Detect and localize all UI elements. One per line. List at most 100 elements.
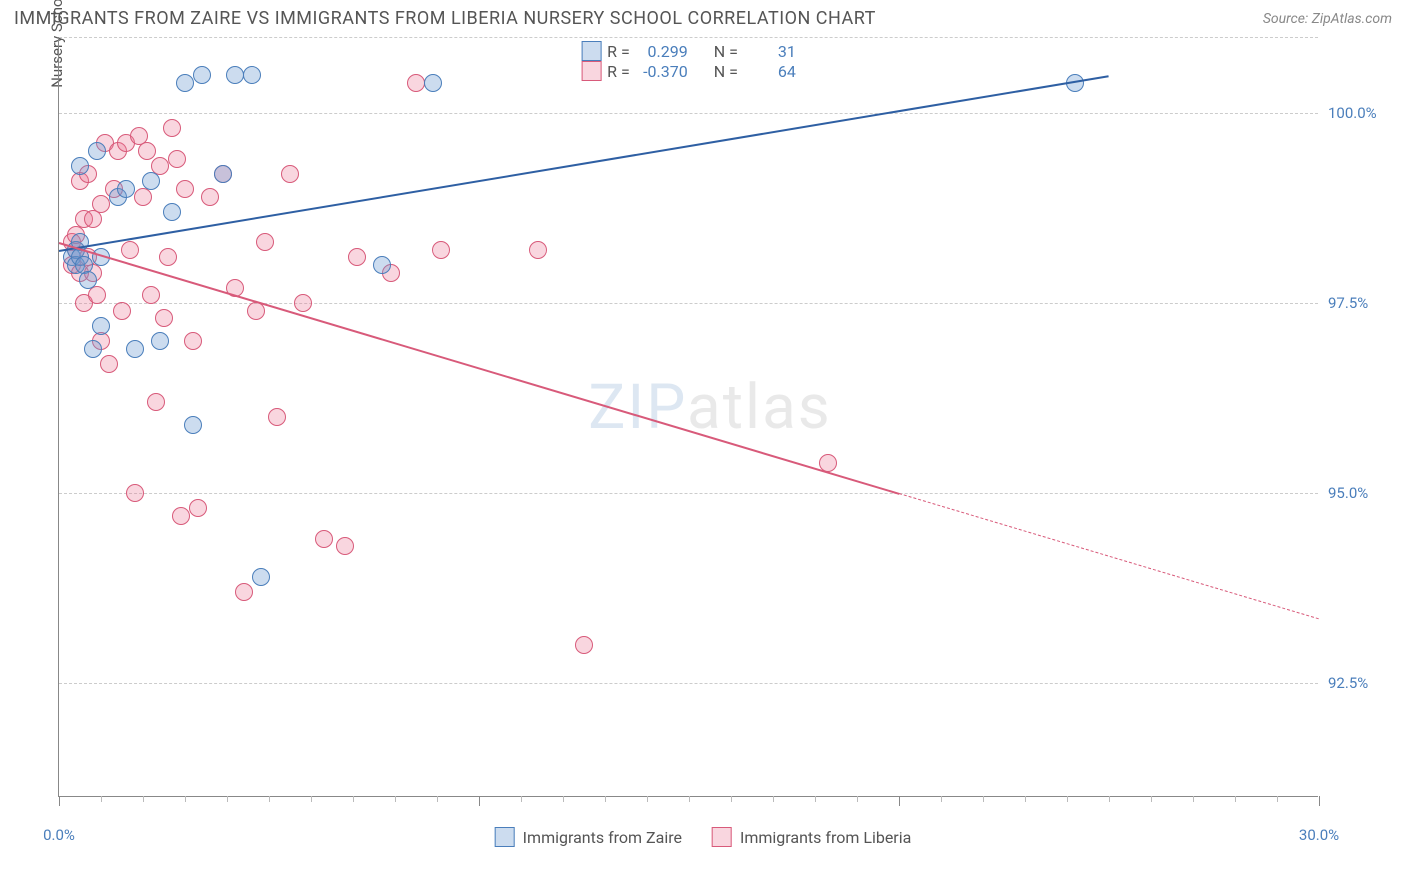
scatter-point-zaire — [142, 172, 160, 190]
scatter-point-liberia — [176, 180, 194, 198]
scatter-point-liberia — [407, 74, 425, 92]
scatter-point-liberia — [315, 530, 333, 548]
y-tick-label: 92.5% — [1328, 674, 1388, 692]
scatter-point-zaire — [151, 332, 169, 350]
legend-series-item: Immigrants from Liberia — [712, 827, 911, 847]
x-tick-label: 30.0% — [1299, 826, 1339, 844]
x-tick-minor — [1193, 796, 1194, 802]
legend-r-label: R = — [607, 42, 630, 61]
x-tick-minor — [269, 796, 270, 802]
scatter-point-liberia — [100, 355, 118, 373]
x-tick-minor — [185, 796, 186, 802]
watermark-atlas: atlas — [687, 371, 832, 444]
x-tick-major — [479, 796, 480, 806]
legend-r-value: 0.299 — [636, 42, 688, 61]
scatter-point-liberia — [184, 332, 202, 350]
trend-line — [59, 242, 900, 495]
legend-n-label: N = — [714, 62, 738, 81]
legend-n-value: 31 — [744, 42, 796, 61]
x-tick-major — [59, 796, 60, 806]
scatter-point-liberia — [235, 583, 253, 601]
scatter-point-liberia — [575, 636, 593, 654]
scatter-point-zaire — [424, 74, 442, 92]
scatter-point-zaire — [226, 66, 244, 84]
x-tick-minor — [1025, 796, 1026, 802]
scatter-point-zaire — [88, 142, 106, 160]
scatter-point-liberia — [138, 142, 156, 160]
watermark-zip: ZIP — [588, 371, 687, 444]
legend-correlation-row: R = -0.370 N = 64 — [581, 61, 796, 81]
scatter-point-liberia — [126, 484, 144, 502]
y-tick-label: 95.0% — [1328, 484, 1388, 502]
scatter-point-zaire — [117, 180, 135, 198]
scatter-point-zaire — [373, 256, 391, 274]
x-tick-minor — [1151, 796, 1152, 802]
x-tick-major — [899, 796, 900, 806]
scatter-point-liberia — [168, 150, 186, 168]
legend-correlation: R = 0.299 N = 31 R = -0.370 N = 64 — [581, 41, 796, 81]
y-tick-label: 97.5% — [1328, 294, 1388, 312]
scatter-point-liberia — [348, 248, 366, 266]
x-tick-minor — [143, 796, 144, 802]
scatter-point-zaire — [126, 340, 144, 358]
scatter-point-liberia — [529, 241, 547, 259]
gridline — [59, 113, 1318, 114]
scatter-point-liberia — [88, 286, 106, 304]
legend-n-value: 64 — [744, 62, 796, 81]
scatter-point-liberia — [142, 286, 160, 304]
x-tick-minor — [689, 796, 690, 802]
x-tick-minor — [941, 796, 942, 802]
legend-series-label: Immigrants from Zaire — [523, 828, 682, 847]
gridline — [59, 303, 1318, 304]
x-tick-minor — [647, 796, 648, 802]
plot-area: ZIPatlas R =0.299N =31R =-0.370N =64 92.… — [58, 37, 1318, 797]
x-tick-minor — [773, 796, 774, 802]
x-tick-minor — [1277, 796, 1278, 802]
x-tick-minor — [227, 796, 228, 802]
legend-n-label: N = — [714, 42, 738, 61]
source-attribution: Source: ZipAtlas.com — [1263, 11, 1392, 27]
legend-swatch — [495, 827, 515, 847]
scatter-point-liberia — [159, 248, 177, 266]
trend-line — [899, 493, 1319, 619]
legend-series-item: Immigrants from Zaire — [495, 827, 682, 847]
legend-series-label: Immigrants from Liberia — [740, 828, 911, 847]
scatter-point-zaire — [79, 271, 97, 289]
trend-line — [59, 75, 1109, 252]
scatter-point-zaire — [184, 416, 202, 434]
scatter-point-liberia — [155, 309, 173, 327]
x-tick-minor — [1067, 796, 1068, 802]
scatter-point-zaire — [92, 317, 110, 335]
scatter-point-liberia — [121, 241, 139, 259]
x-tick-minor — [437, 796, 438, 802]
scatter-point-zaire — [243, 66, 261, 84]
chart-title: IMMIGRANTS FROM ZAIRE VS IMMIGRANTS FROM… — [14, 8, 876, 29]
x-tick-minor — [353, 796, 354, 802]
scatter-point-liberia — [294, 294, 312, 312]
scatter-point-zaire — [193, 66, 211, 84]
scatter-point-liberia — [189, 499, 207, 517]
x-tick-major — [1319, 796, 1320, 806]
scatter-point-zaire — [84, 340, 102, 358]
scatter-point-zaire — [176, 74, 194, 92]
scatter-point-liberia — [163, 119, 181, 137]
x-tick-minor — [563, 796, 564, 802]
x-tick-minor — [395, 796, 396, 802]
scatter-point-liberia — [201, 188, 219, 206]
x-tick-minor — [101, 796, 102, 802]
scatter-point-liberia — [172, 507, 190, 525]
watermark: ZIPatlas — [588, 371, 832, 444]
scatter-point-zaire — [163, 203, 181, 221]
legend-r-label: R = — [607, 62, 630, 81]
x-tick-minor — [1109, 796, 1110, 802]
legend-r-value: -0.370 — [636, 62, 688, 81]
x-tick-minor — [1235, 796, 1236, 802]
x-tick-minor — [605, 796, 606, 802]
x-tick-minor — [521, 796, 522, 802]
legend-swatch — [581, 41, 601, 61]
scatter-point-liberia — [147, 393, 165, 411]
legend-series: Immigrants from Zaire Immigrants from Lib… — [495, 827, 912, 847]
scatter-point-zaire — [71, 157, 89, 175]
scatter-point-liberia — [281, 165, 299, 183]
legend-correlation-row: R = 0.299 N = 31 — [581, 41, 796, 61]
